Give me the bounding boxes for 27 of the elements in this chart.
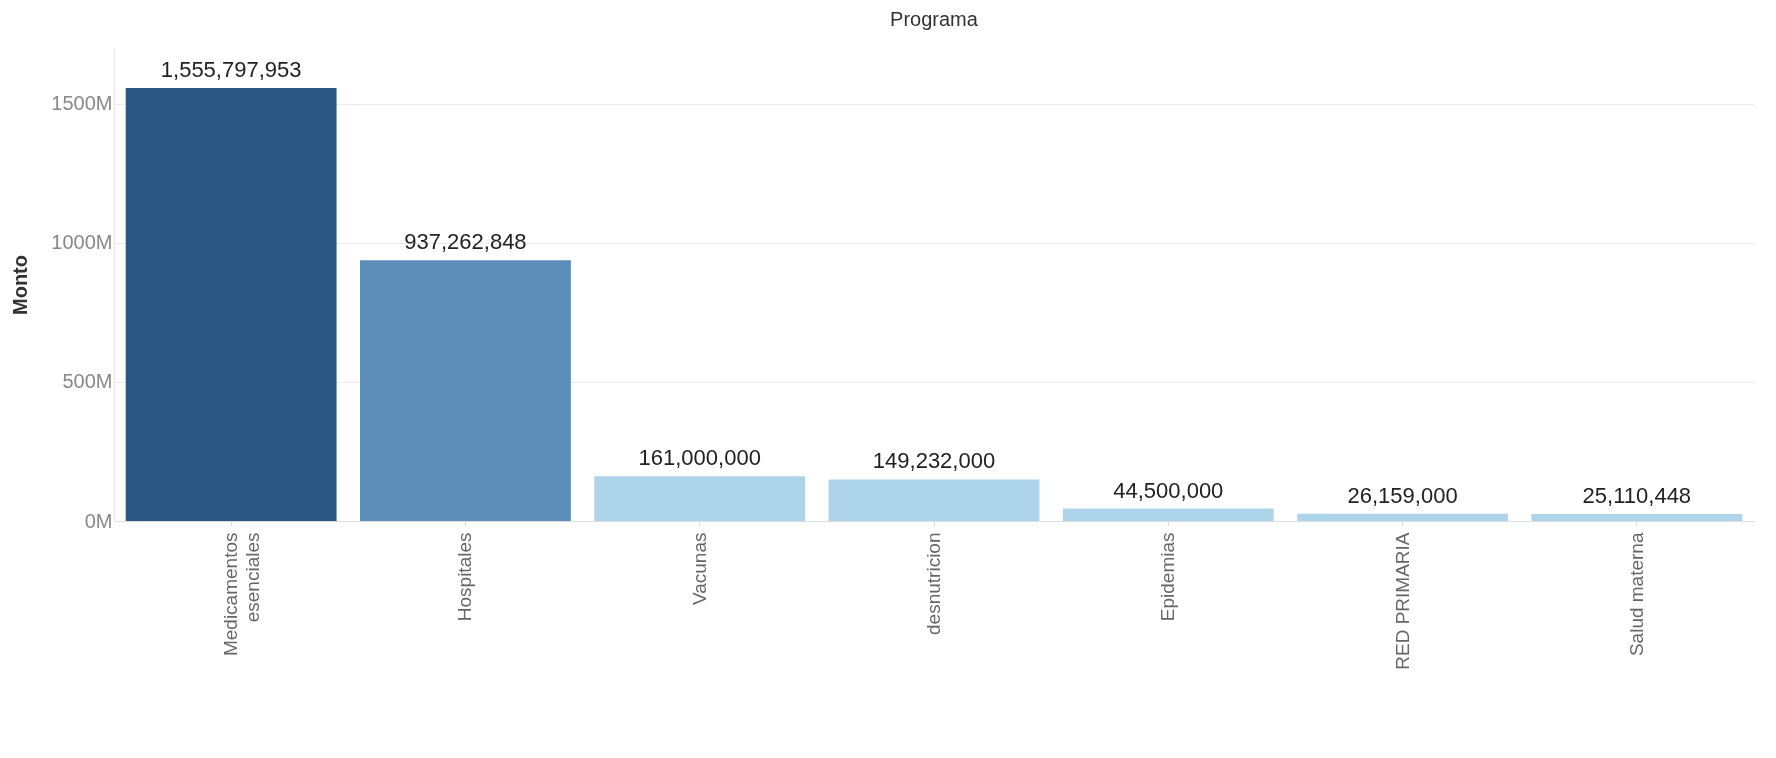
bar <box>828 479 1040 521</box>
data-label: 161,000,000 <box>638 445 761 471</box>
x-tick-label: desnutricion <box>923 532 944 635</box>
y-tick-label: 0M <box>84 509 113 532</box>
x-tick-label: Medicamentos esenciales <box>220 532 264 657</box>
data-label: 1,555,797,953 <box>160 57 302 83</box>
data-label: 149,232,000 <box>872 448 996 474</box>
x-tick-label: Epidemias <box>1157 532 1179 622</box>
chart-title: Programa <box>890 8 979 30</box>
x-tick-label: RED PRIMARIA <box>1391 532 1413 670</box>
bar <box>1531 514 1743 521</box>
bar <box>1062 508 1274 521</box>
x-tick-label: Hospitales <box>454 532 476 622</box>
data-label: 44,500,000 <box>1113 477 1224 503</box>
y-tick-label: 500M <box>62 370 113 393</box>
bar <box>360 260 571 521</box>
bar <box>594 476 806 521</box>
x-tick-label: Salud materna <box>1625 532 1647 657</box>
data-label: 937,262,848 <box>404 229 527 255</box>
y-tick-label: 1000M <box>51 231 113 254</box>
bar <box>125 88 337 521</box>
data-label: 26,159,000 <box>1347 482 1458 508</box>
y-tick-label: 1500M <box>51 92 113 115</box>
data-label: 25,110,448 <box>1582 483 1692 509</box>
bar <box>1297 513 1508 521</box>
y-axis-title: Monto <box>9 255 32 315</box>
x-tick-label: Vacunas <box>688 532 710 606</box>
